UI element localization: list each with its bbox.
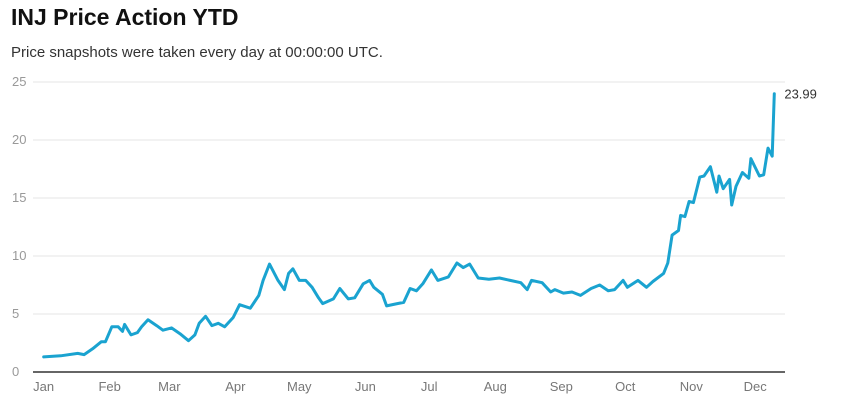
price-series-line	[42, 92, 776, 359]
y-tick-label: 25	[12, 74, 26, 89]
x-tick-label: Dec	[744, 379, 768, 394]
x-tick-label: Mar	[158, 379, 181, 394]
x-tick-label: Nov	[680, 379, 704, 394]
x-tick-label: Aug	[484, 379, 507, 394]
y-tick-label: 15	[12, 190, 26, 205]
x-tick-label: Apr	[225, 379, 246, 394]
x-tick-label: Jan	[33, 379, 54, 394]
y-tick-label: 20	[12, 132, 26, 147]
x-tick-label: Jul	[421, 379, 438, 394]
y-tick-label: 0	[12, 364, 19, 379]
y-tick-label: 5	[12, 306, 19, 321]
x-tick-label: Sep	[550, 379, 573, 394]
chart-subtitle: Price snapshots were taken every day at …	[11, 44, 383, 61]
x-tick-label: Feb	[98, 379, 120, 394]
x-tick-label: May	[287, 379, 312, 394]
end-value-label: 23.99	[784, 87, 817, 102]
x-tick-label: Jun	[355, 379, 376, 394]
x-tick-label: Oct	[615, 379, 636, 394]
chart-title: INJ Price Action YTD	[11, 4, 239, 30]
y-tick-label: 10	[12, 248, 26, 263]
